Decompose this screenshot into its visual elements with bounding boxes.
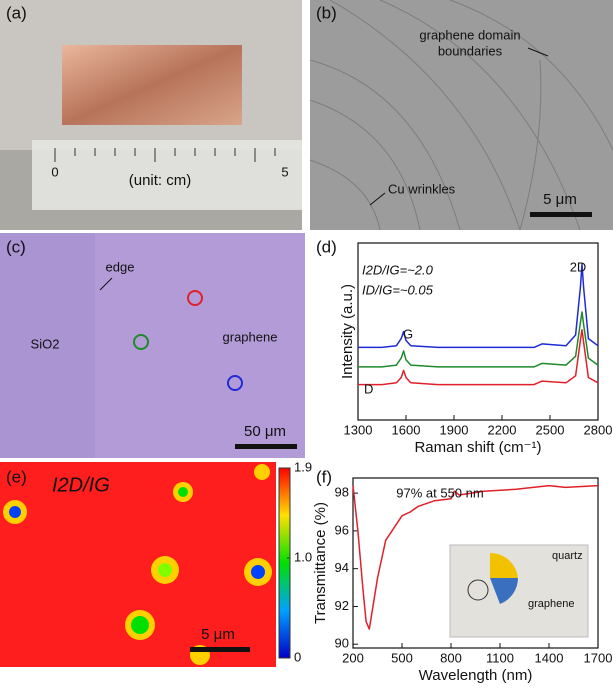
annotation: Cu wrinkles — [388, 181, 456, 196]
panel-label: (e) — [6, 467, 27, 486]
x-tick-label: 1300 — [344, 422, 373, 437]
inset: quartz graphene — [450, 545, 588, 637]
panel-b: (b) graphene domain boundaries Cu wrinkl… — [310, 0, 613, 230]
scale-bar-label: 50 μm — [244, 423, 286, 440]
x-axis-label: Raman shift (cm⁻¹) — [414, 439, 541, 456]
annotation: boundaries — [438, 43, 503, 58]
scale-bar-label: 5 μm — [543, 191, 577, 208]
annotation: SiO2 — [31, 336, 60, 351]
x-tick-label: 2500 — [536, 422, 565, 437]
annotation: graphene — [223, 329, 278, 344]
x-tick-label: 2800 — [584, 422, 613, 437]
colorbar-tick-label: 1.9 — [294, 459, 312, 474]
panel-label: (a) — [6, 3, 27, 22]
x-tick-label: 1700 — [584, 650, 613, 665]
scale-bar — [530, 212, 592, 217]
panel-label: (c) — [6, 237, 26, 256]
y-tick-label: 98 — [335, 485, 349, 500]
panel-a: (a) 0 5 (unit: cm) — [0, 0, 302, 230]
caption: (unit: cm) — [129, 172, 192, 189]
inset-label: quartz — [552, 550, 583, 562]
colorbar — [279, 468, 290, 658]
panel-label: (b) — [316, 3, 337, 22]
annotation: edge — [106, 259, 135, 274]
colorbar-tick-label: 1.0 — [294, 549, 312, 564]
ruler-label: 5 — [281, 164, 288, 179]
map-title: I2D/IG — [52, 474, 110, 496]
scale-bar-label: 5 μm — [201, 626, 235, 643]
y-tick-label: 92 — [335, 598, 349, 613]
annotation: ID/IG=~0.05 — [362, 282, 434, 297]
annotation: G — [403, 326, 413, 341]
copper-foil — [62, 45, 242, 125]
x-tick-label: 800 — [440, 650, 462, 665]
y-axis-label: Intensity (a.u.) — [339, 284, 356, 379]
x-tick-label: 200 — [342, 650, 364, 665]
series-line — [358, 312, 598, 367]
x-tick-label: 1400 — [535, 650, 564, 665]
x-tick-label: 1600 — [392, 422, 421, 437]
y-tick-label: 96 — [335, 522, 349, 537]
x-axis-label: Wavelength (nm) — [419, 667, 533, 684]
ruler-label: 0 — [51, 164, 58, 179]
x-tick-label: 1900 — [440, 422, 469, 437]
y-axis-label: Transmittance (%) — [312, 502, 329, 624]
annotation: 2D — [570, 259, 587, 274]
annotation: I2D/IG=~2.0 — [362, 262, 434, 277]
annotation: 97% at 550 nm — [396, 485, 483, 500]
y-tick-label: 94 — [335, 560, 349, 575]
x-tick-label: 2200 — [488, 422, 517, 437]
panel-label: (f) — [316, 467, 332, 486]
series-line — [358, 330, 598, 385]
scale-bar — [190, 647, 250, 652]
panel-e: (e) I2D/IG 5 μm — [0, 462, 290, 667]
y-tick-label: 90 — [335, 636, 349, 651]
panel-c: (c) edge SiO2 graphene 50 μm — [0, 233, 305, 458]
x-tick-label: 1100 — [486, 650, 514, 665]
colorbar-tick-label: 0 — [294, 649, 301, 664]
annotation: graphene domain — [419, 27, 520, 42]
annotation: D — [364, 381, 373, 396]
figure: (a) 0 5 (unit: cm) (b) graphene domain b… — [0, 0, 613, 691]
inset-label: graphene — [528, 598, 575, 610]
panel-label: (d) — [316, 237, 337, 256]
x-tick-label: 500 — [391, 650, 413, 665]
scale-bar — [235, 444, 297, 449]
